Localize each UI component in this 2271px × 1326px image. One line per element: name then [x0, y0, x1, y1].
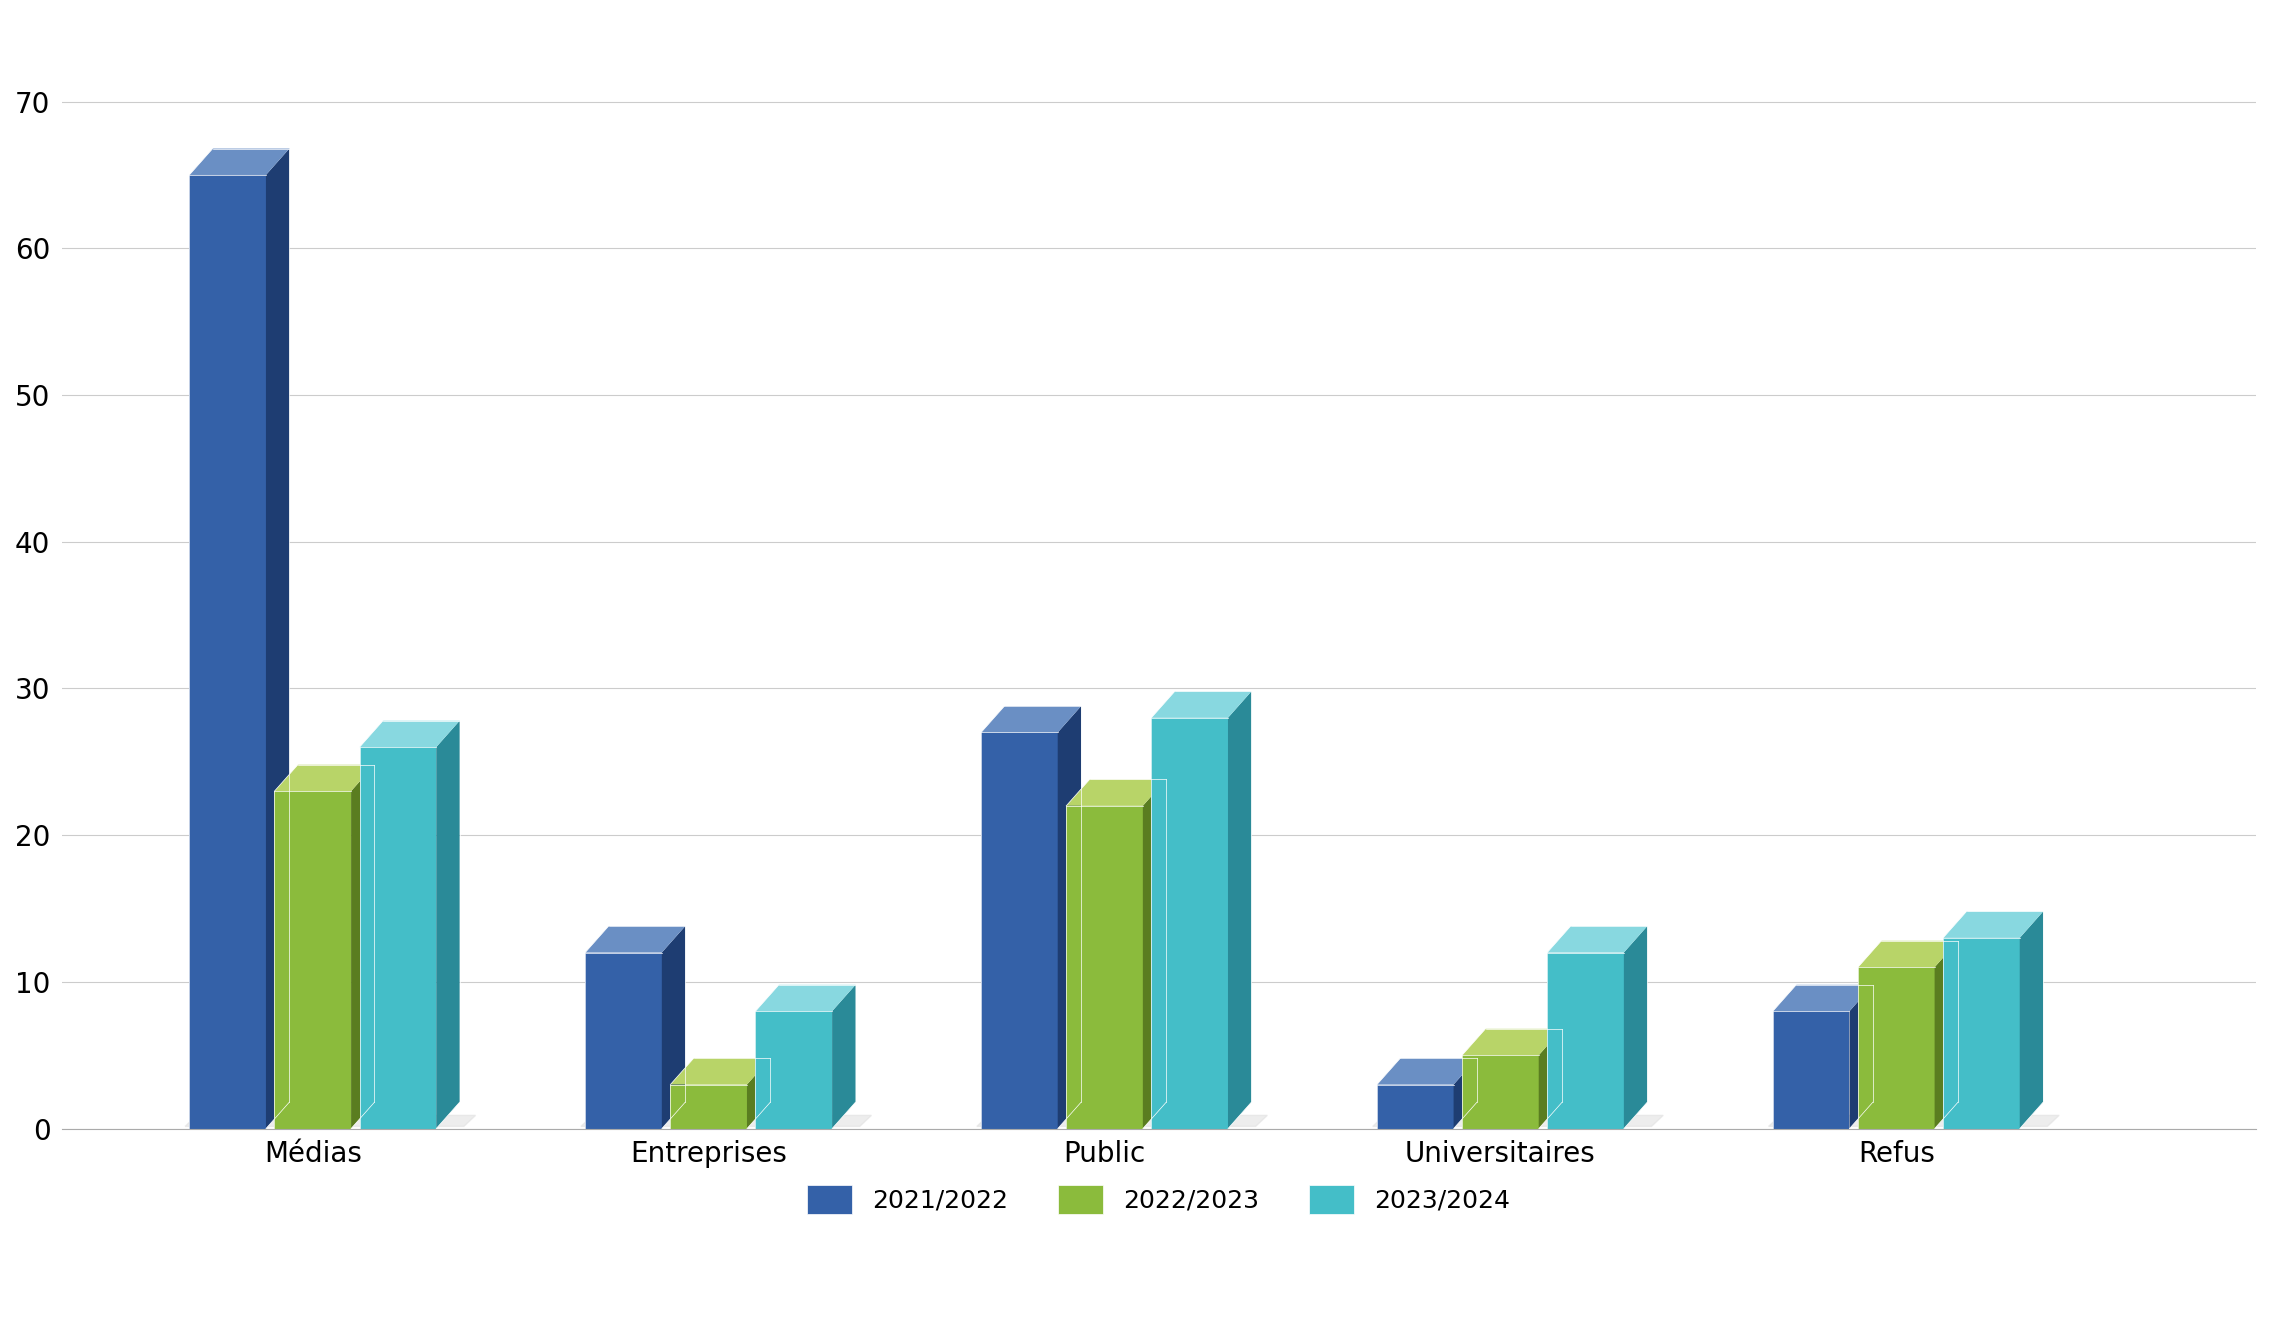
Bar — [1376, 1085, 1453, 1128]
Polygon shape — [981, 705, 1081, 732]
Polygon shape — [1624, 926, 1646, 1128]
Polygon shape — [275, 765, 375, 792]
Legend: 2021/2022, 2022/2023, 2023/2024: 2021/2022, 2022/2023, 2023/2024 — [795, 1172, 1524, 1227]
Polygon shape — [188, 149, 288, 175]
Polygon shape — [586, 926, 686, 952]
Polygon shape — [1547, 926, 1646, 952]
Polygon shape — [661, 926, 686, 1128]
Bar — [756, 1012, 831, 1128]
Polygon shape — [184, 1115, 475, 1126]
Bar — [981, 732, 1058, 1128]
Polygon shape — [831, 985, 856, 1128]
Polygon shape — [359, 721, 459, 747]
Polygon shape — [747, 1058, 770, 1128]
Polygon shape — [977, 1115, 1267, 1126]
Bar — [359, 747, 436, 1128]
Polygon shape — [1849, 985, 1874, 1128]
Polygon shape — [1229, 691, 1251, 1128]
Polygon shape — [1769, 1115, 2060, 1126]
Polygon shape — [1935, 940, 1958, 1128]
Polygon shape — [1376, 1058, 1476, 1085]
Bar — [188, 175, 266, 1128]
Polygon shape — [1463, 1029, 1562, 1055]
Bar — [1858, 967, 1935, 1128]
Bar — [1463, 1055, 1540, 1128]
Polygon shape — [756, 985, 856, 1012]
Polygon shape — [1774, 985, 1874, 1012]
Polygon shape — [1540, 1029, 1562, 1128]
Bar — [1065, 806, 1142, 1128]
Polygon shape — [1372, 1115, 1662, 1126]
Polygon shape — [1142, 780, 1167, 1128]
Polygon shape — [352, 765, 375, 1128]
Polygon shape — [1858, 940, 1958, 967]
Polygon shape — [1065, 780, 1167, 806]
Bar — [586, 952, 661, 1128]
Polygon shape — [1944, 911, 2044, 937]
Polygon shape — [436, 721, 459, 1128]
Bar — [670, 1085, 747, 1128]
Polygon shape — [1058, 705, 1081, 1128]
Polygon shape — [1151, 691, 1251, 717]
Polygon shape — [670, 1058, 770, 1085]
Bar — [1151, 717, 1229, 1128]
Polygon shape — [266, 149, 288, 1128]
Bar — [275, 792, 352, 1128]
Polygon shape — [1453, 1058, 1476, 1128]
Bar — [1774, 1012, 1849, 1128]
Bar — [1944, 937, 2019, 1128]
Bar — [1547, 952, 1624, 1128]
Polygon shape — [2019, 911, 2044, 1128]
Polygon shape — [581, 1115, 872, 1126]
